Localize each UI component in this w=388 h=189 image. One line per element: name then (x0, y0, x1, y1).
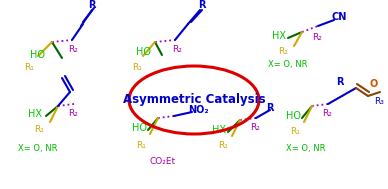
Text: HX: HX (272, 31, 286, 41)
Text: R₁: R₁ (34, 125, 44, 135)
Text: R₁: R₁ (290, 128, 300, 136)
Text: HO: HO (132, 123, 147, 133)
Text: R₃: R₃ (374, 98, 384, 106)
Text: R₁: R₁ (278, 47, 288, 57)
Text: X= O, NR: X= O, NR (268, 60, 308, 70)
Text: R₂: R₂ (172, 46, 182, 54)
Text: R₂: R₂ (68, 109, 78, 119)
Text: HX: HX (212, 125, 226, 135)
Text: HO: HO (286, 111, 301, 121)
Text: R₂: R₂ (250, 123, 260, 132)
Text: R: R (336, 77, 343, 87)
Text: NO₂: NO₂ (188, 105, 209, 115)
Text: O: O (370, 79, 378, 89)
Text: R₁: R₁ (218, 142, 228, 150)
Text: R₂: R₂ (312, 33, 322, 43)
Text: R: R (88, 0, 95, 10)
Text: X= O, NR: X= O, NR (18, 143, 57, 153)
Text: R₁: R₁ (136, 142, 146, 150)
Text: CO₂Et: CO₂Et (150, 157, 176, 167)
Text: Asymmetric Catalysis: Asymmetric Catalysis (123, 94, 265, 106)
Text: R₁: R₁ (132, 64, 142, 73)
Text: R: R (198, 0, 206, 10)
Text: HO: HO (136, 47, 151, 57)
Text: HX: HX (28, 109, 42, 119)
Text: R₂: R₂ (68, 46, 78, 54)
Text: R₂: R₂ (322, 109, 332, 119)
Text: R: R (266, 103, 274, 113)
Text: HO: HO (30, 50, 45, 60)
Text: CN: CN (332, 12, 347, 22)
Text: X= O, NR: X= O, NR (286, 143, 326, 153)
Text: R₁: R₁ (24, 64, 34, 73)
